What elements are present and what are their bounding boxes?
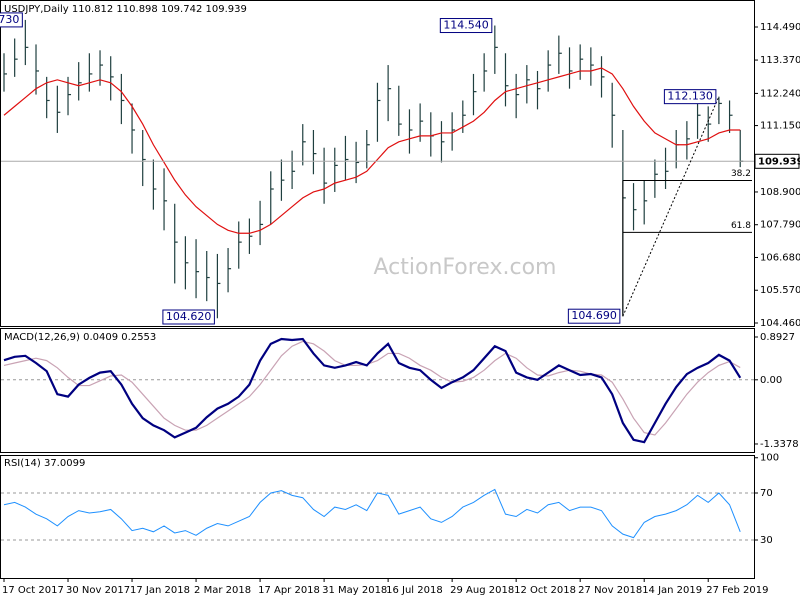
moving-average-line <box>3 67 741 234</box>
signal-line <box>3 340 741 436</box>
annotation: 114.540 <box>439 18 493 34</box>
price-title: USDJPY,Daily 110.812 110.898 109.742 109… <box>4 4 247 15</box>
annotation-label: 104.690 <box>571 309 617 322</box>
macd-panel-frame <box>0 328 755 453</box>
annotation-box <box>162 309 215 325</box>
annotation-box <box>439 18 493 34</box>
x-tick-label: 27 Nov 2018 <box>578 585 642 596</box>
y-tick-label: 111.150 <box>760 121 800 132</box>
rsi-line <box>3 488 741 539</box>
y-tick-label: 104.460 <box>760 318 800 329</box>
last-price-label: 109.939 <box>758 156 800 167</box>
y-tick-label: 100 <box>760 453 779 464</box>
rsi-title: RSI(14) 37.0099 <box>4 458 85 469</box>
macd-line <box>3 337 742 444</box>
annotation-label: 730 <box>0 13 19 26</box>
y-tick-label: 113.370 <box>760 55 800 66</box>
last-price-box <box>754 153 800 169</box>
x-tick-label: 2 Mar 2018 <box>194 585 251 596</box>
fib-level-label: 61.8 <box>731 221 751 231</box>
x-tick-label: 29 Aug 2018 <box>450 585 514 596</box>
x-tick-label: 27 Feb 2019 <box>706 585 768 596</box>
annotation: 104.620 <box>162 309 215 325</box>
annotation-box <box>0 12 23 28</box>
y-tick-label: 0.8927 <box>760 332 795 343</box>
macd-title: MACD(12,26,9) 0.0409 0.2553 <box>4 332 156 343</box>
rsi-panel-frame <box>0 455 755 579</box>
y-tick-label: 105.570 <box>760 285 800 296</box>
watermark: ActionForex.com <box>374 255 557 280</box>
x-tick-label: 14 Jan 2019 <box>642 585 702 596</box>
x-tick-label: 17 Jan 2018 <box>130 585 190 596</box>
annotation-label: 104.620 <box>166 310 212 323</box>
annotation: 104.690 <box>567 308 621 324</box>
annotation-label: 112.130 <box>667 90 713 103</box>
annotation-label: 114.540 <box>443 19 489 32</box>
fib-level-label: 38.2 <box>731 169 751 179</box>
x-tick-label: 17 Apr 2018 <box>258 585 320 596</box>
x-tick-label: 16 Jul 2018 <box>386 585 443 596</box>
y-tick-label: 107.790 <box>760 220 800 231</box>
annotation: 112.130 <box>663 89 717 105</box>
y-tick-label: 30 <box>760 535 773 546</box>
annotation: 730 <box>0 12 23 28</box>
y-tick-label: 70 <box>760 488 773 499</box>
x-tick-label: 31 May 2018 <box>322 585 387 596</box>
y-tick-label: 112.240 <box>760 88 800 99</box>
x-tick-label: 17 Oct 2017 <box>2 585 64 596</box>
annotation-box <box>567 308 621 324</box>
y-tick-label: 114.490 <box>760 22 800 33</box>
annotation-box <box>663 89 717 105</box>
x-tick-label: 12 Oct 2018 <box>514 585 576 596</box>
x-tick-label: 30 Nov 2017 <box>66 585 130 596</box>
y-tick-label: -1.3378 <box>760 439 799 450</box>
y-tick-label: 106.680 <box>760 252 800 263</box>
y-tick-label: 108.900 <box>760 187 800 198</box>
y-tick-label: 0.00 <box>760 375 782 386</box>
